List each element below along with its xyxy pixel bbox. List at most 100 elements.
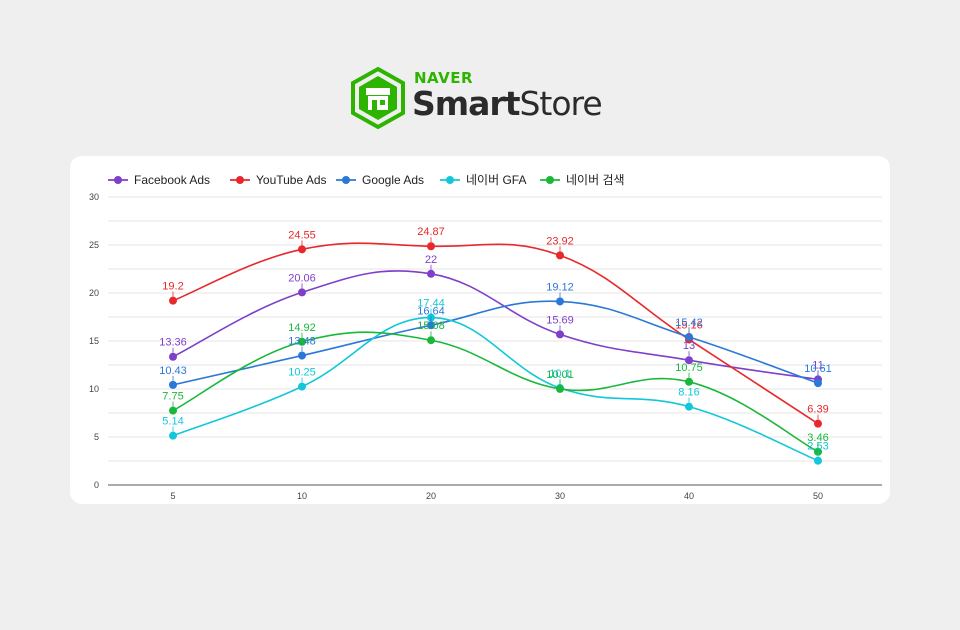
series-5-data-label: 7.75 — [162, 391, 183, 403]
y-axis: 0 5 10 15 20 25 30 — [89, 192, 99, 490]
series-3-line — [172, 300, 819, 386]
series-4-data-label: 10.1 — [549, 368, 570, 380]
chart-card: 0 5 10 15 20 25 30 5 10 20 30 40 50 13.36 20.06 22 15.… — [70, 156, 890, 504]
series-3-data-label: 10.43 — [159, 365, 187, 377]
legend-label: Google Ads — [362, 173, 424, 187]
series-5-data-label: 3.46 — [807, 432, 828, 444]
series-2-point — [814, 419, 822, 428]
x-tick-label: 40 — [684, 491, 694, 501]
series-1-data-label: 22 — [425, 254, 437, 266]
series-1-point — [298, 288, 306, 297]
legend-item: Google Ads — [336, 173, 424, 187]
series-5-point — [298, 337, 306, 346]
legend-swatch-dot — [446, 176, 454, 184]
series-3-point — [814, 379, 822, 388]
x-axis: 5 10 20 30 40 50 — [170, 491, 823, 501]
legend-item: YouTube Ads — [230, 173, 327, 187]
series-2-point — [556, 251, 564, 260]
series-3-data-label: 19.12 — [546, 281, 574, 293]
series-1-data-label: 20.06 — [288, 272, 316, 284]
series-5-point — [685, 377, 693, 386]
series-4-line — [172, 316, 819, 462]
series-5-data-label: 10.01 — [546, 369, 574, 381]
legend-item: 네이버 검색 — [540, 173, 625, 187]
y-tick-label: 30 — [89, 192, 99, 202]
series-1-data-label: 15.69 — [546, 314, 574, 326]
series-3-data-label: 10.61 — [804, 363, 832, 375]
series-4-point — [169, 431, 177, 440]
series-1-data-label: 11 — [812, 359, 823, 371]
series-5-point — [556, 384, 564, 393]
logo-smartstore-text: SmartStore — [412, 84, 603, 123]
series-4-data-label: 8.16 — [678, 387, 699, 399]
series-5-point — [427, 336, 435, 345]
legend-swatch-dot — [114, 176, 122, 184]
x-tick-label: 5 — [170, 491, 175, 501]
naver-smartstore-logo: NAVER SmartStore — [350, 66, 610, 132]
series-3-point — [556, 297, 564, 306]
series-4-data-label: 17.44 — [417, 298, 445, 310]
series-1-point — [685, 356, 693, 365]
series-4-data-label: 5.14 — [162, 416, 183, 428]
legend-label: Facebook Ads — [134, 173, 210, 187]
data-labels: 13.36 20.06 22 15.69 13 11 19.2 24.55 24.87 23.92… — [159, 226, 832, 457]
series-1-point — [427, 269, 435, 278]
legend-item: 네이버 GFA — [440, 173, 526, 187]
series-2-data-label: 19.2 — [162, 281, 183, 293]
series-5-point — [169, 406, 177, 415]
series-2-point — [427, 242, 435, 251]
series-1-data-label: 13.36 — [159, 337, 187, 349]
series-1-line — [172, 270, 819, 381]
y-tick-label: 25 — [89, 240, 99, 250]
series-2-data-label: 24.87 — [417, 226, 445, 238]
series-1-data-label: 13 — [683, 340, 695, 352]
x-tick-label: 10 — [297, 491, 307, 501]
series-3-data-label: 15.42 — [675, 317, 703, 329]
series-3-data-label: 13.48 — [288, 336, 316, 348]
series-4-point — [298, 382, 306, 391]
series-group — [169, 242, 822, 465]
logo-naver-text: NAVER — [414, 69, 474, 87]
series-5-line — [172, 331, 819, 453]
legend-item: Facebook Ads — [108, 173, 210, 187]
series-5-data-label: 15.08 — [417, 320, 445, 332]
series-2-data-label: 24.55 — [288, 229, 316, 241]
gridlines — [108, 196, 882, 486]
legend-swatch-dot — [236, 176, 244, 184]
series-4-point — [814, 456, 822, 465]
series-4-point — [685, 402, 693, 411]
x-tick-label: 20 — [426, 491, 436, 501]
y-tick-label: 5 — [94, 432, 99, 442]
legend-label: 네이버 검색 — [566, 173, 625, 187]
legend-label: 네이버 GFA — [466, 173, 526, 187]
legend-swatch-dot — [546, 176, 554, 184]
x-tick-label: 50 — [813, 491, 823, 501]
series-2-line — [172, 242, 819, 425]
series-1-point — [169, 352, 177, 361]
series-3-point — [685, 332, 693, 341]
series-2-point — [169, 296, 177, 305]
y-tick-label: 15 — [89, 336, 99, 346]
series-5-data-label: 10.75 — [675, 362, 703, 374]
series-3-point — [427, 321, 435, 330]
legend-swatch-dot — [342, 176, 350, 184]
series-3-point — [169, 380, 177, 389]
logo-smart-word: Smart — [412, 84, 520, 123]
y-tick-label: 0 — [94, 480, 99, 490]
legend-label: YouTube Ads — [256, 173, 327, 187]
y-tick-label: 10 — [89, 384, 99, 394]
series-3-point — [298, 351, 306, 360]
series-2-point — [298, 245, 306, 254]
legend: Facebook Ads YouTube Ads Google Ads 네이버 GFA… — [108, 173, 625, 187]
series-2-data-label: 15.16 — [675, 319, 703, 331]
series-2-data-label: 23.92 — [546, 235, 574, 247]
series-4-data-label: 10.25 — [288, 367, 316, 379]
logo-store-word: Store — [519, 84, 602, 123]
line-chart: 0 5 10 15 20 25 30 5 10 20 30 40 50 13.36 20.06 22 15.… — [89, 173, 882, 501]
y-tick-label: 20 — [89, 288, 99, 298]
smartstore-shop-icon — [351, 66, 405, 130]
series-2-data-label: 6.39 — [807, 404, 828, 416]
series-5-data-label: 14.92 — [288, 322, 316, 334]
series-1-point — [556, 330, 564, 339]
x-tick-label: 30 — [555, 491, 565, 501]
